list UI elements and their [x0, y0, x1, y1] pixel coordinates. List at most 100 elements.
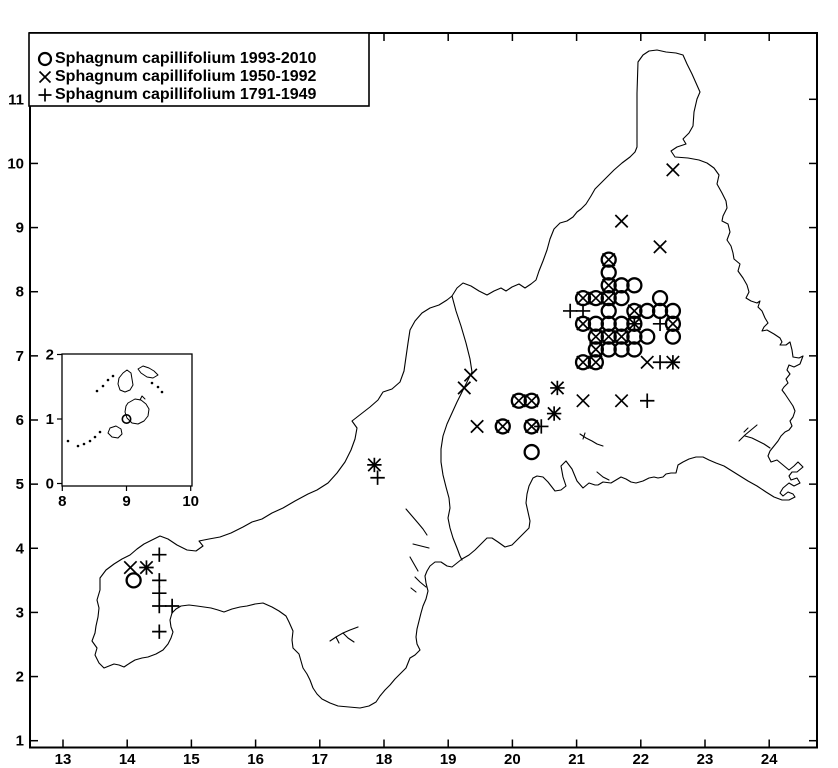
cornwall-coastline — [91, 49, 804, 709]
y-tick-label: 7 — [16, 348, 24, 365]
record-marker-x — [470, 419, 484, 434]
x-tick-label: 20 — [504, 751, 521, 768]
record-marker-circle — [600, 289, 617, 307]
record-marker-circle — [587, 341, 605, 358]
estuary-line — [409, 556, 419, 572]
legend-label-1993-2010: Sphagnum capillifolium 1993-2010 — [55, 50, 317, 67]
legend-plus-icon — [38, 88, 52, 102]
record-marker-x — [666, 316, 680, 331]
record-marker-plus — [152, 598, 167, 614]
y-tick-label: 6 — [16, 412, 24, 429]
record-marker-x — [601, 329, 616, 344]
inset-island — [107, 425, 123, 439]
record-marker-circle — [125, 572, 142, 589]
record-marker-x — [589, 291, 603, 305]
inset-island — [139, 395, 146, 401]
inset-islet-dot — [98, 430, 102, 434]
record-marker-circle — [639, 302, 656, 320]
inset-islet-dot — [156, 385, 160, 389]
record-marker-plus — [627, 316, 642, 331]
record-marker-x — [589, 355, 603, 370]
inset-box — [61, 353, 193, 487]
inset-y-tick-label: 0 — [46, 476, 54, 493]
inset-x-tick-label: 8 — [58, 493, 66, 510]
inset-record-marker-circle — [121, 413, 132, 424]
legend-x-icon — [38, 70, 52, 84]
y-tick-label: 2 — [16, 669, 24, 686]
record-marker-plus — [575, 303, 591, 319]
record-marker-plus — [652, 355, 668, 370]
inset-islet-dot — [95, 389, 99, 393]
record-marker-plus — [164, 598, 180, 614]
inset-x-tick-label: 10 — [182, 493, 199, 510]
x-tick-label: 23 — [697, 751, 714, 768]
record-marker-x — [614, 393, 629, 408]
record-marker-x — [495, 419, 510, 434]
record-marker-circle — [523, 392, 540, 409]
record-marker-x — [614, 214, 629, 228]
record-marker-circle — [587, 315, 605, 332]
record-marker-circle — [600, 341, 617, 358]
record-marker-x — [627, 304, 642, 318]
record-marker-circle — [523, 443, 540, 461]
record-marker-circle — [494, 418, 511, 435]
record-marker-plus — [152, 624, 167, 639]
estuary-line — [405, 508, 428, 536]
record-marker-plus — [139, 560, 154, 575]
record-marker-circle — [587, 289, 605, 307]
y-tick-label: 3 — [16, 604, 24, 621]
record-marker-circle — [574, 354, 592, 371]
record-marker-circle — [600, 315, 617, 332]
record-marker-x — [576, 316, 590, 331]
record-marker-circle — [613, 277, 630, 294]
inset-island — [137, 365, 159, 379]
record-marker-x — [666, 163, 680, 177]
x-tick-label: 24 — [761, 751, 778, 768]
y-tick-label: 11 — [8, 91, 24, 108]
inset-islet-dot — [160, 390, 164, 394]
record-marker-x — [576, 291, 590, 305]
record-marker-circle — [626, 277, 643, 294]
record-marker-circle — [613, 341, 630, 358]
inset-y-tick-label: 2 — [46, 347, 54, 364]
record-marker-plus — [152, 585, 167, 601]
y-tick-label: 5 — [16, 476, 24, 493]
record-marker-x — [576, 355, 590, 370]
inset-x-tick-label: 9 — [122, 493, 130, 510]
y-tick-label: 1 — [16, 733, 24, 750]
y-tick-label: 9 — [16, 220, 24, 237]
record-marker-x — [640, 355, 655, 370]
inset-island — [124, 398, 150, 425]
estuary-line — [738, 424, 758, 442]
estuary-line — [414, 576, 427, 588]
x-tick-label: 18 — [376, 751, 393, 768]
record-marker-plus — [640, 393, 655, 408]
x-tick-label: 19 — [440, 751, 457, 768]
inset-y-tick-label: 1 — [46, 411, 54, 428]
record-marker-x — [601, 252, 616, 267]
estuary-line — [596, 471, 610, 481]
record-marker-circle — [600, 277, 617, 294]
estuary-line — [410, 587, 417, 593]
record-marker-circle — [600, 264, 617, 281]
x-tick-label: 21 — [568, 751, 585, 768]
record-marker-plus — [546, 406, 562, 421]
record-marker-plus — [370, 470, 385, 485]
record-marker-x — [653, 240, 667, 254]
x-tick-label: 22 — [632, 751, 649, 768]
record-marker-plus — [152, 547, 167, 562]
x-tick-label: 15 — [183, 751, 200, 768]
estuary-line — [579, 433, 604, 447]
record-marker-plus — [534, 419, 549, 434]
record-marker-circle — [664, 302, 682, 320]
estuary-line — [582, 432, 586, 440]
record-marker-x — [614, 329, 629, 344]
inset-islet-dot — [101, 384, 105, 388]
inset-islet-dot — [88, 439, 92, 443]
inset-islet-dot — [150, 381, 154, 385]
plot-frame — [29, 32, 818, 749]
legend-label-1791-1949: Sphagnum capillifolium 1791-1949 — [55, 86, 317, 103]
record-marker-circle — [639, 328, 656, 345]
